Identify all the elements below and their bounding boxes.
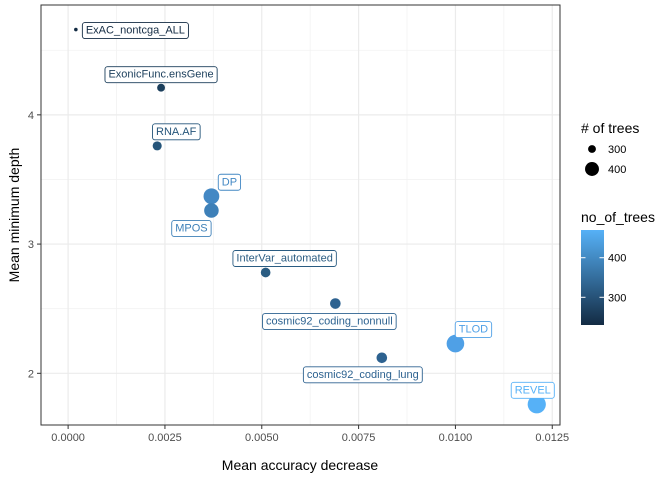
point-label-text: ExAC_nontcga_ALL: [86, 25, 185, 37]
point-label-box: [104, 66, 218, 84]
point-label-text: MPOS: [175, 222, 207, 234]
x-tick-label: 0.0075: [342, 432, 376, 444]
x-axis-title: Mean accuracy decrease: [222, 457, 379, 473]
point-label: REVEL: [510, 381, 555, 399]
data-point: [152, 141, 162, 151]
point-label-text: InterVar_automated: [236, 253, 332, 265]
point-label-text: DP: [222, 176, 237, 188]
size-legend-key: [585, 162, 599, 176]
x-tick-label: 0.0025: [148, 432, 182, 444]
colorbar: [581, 230, 604, 325]
x-tick-label: 0.0050: [245, 432, 279, 444]
point-label-box: [454, 321, 493, 339]
point-label: ExAC_nontcga_ALL: [81, 22, 189, 40]
color-legend: no_of_trees 400 300: [581, 209, 655, 325]
point-label: MPOS: [171, 220, 212, 237]
data-point: [74, 27, 78, 32]
point-label-text: TLOD: [459, 324, 488, 336]
point-label: TLOD: [454, 321, 493, 339]
size-legend: # of trees 300 400: [581, 120, 639, 176]
point-label: InterVar_automated: [232, 250, 337, 267]
point-label-box: [302, 366, 423, 384]
size-legend-label: 300: [608, 144, 626, 156]
point-label-box: [81, 22, 189, 40]
size-legend-label: 400: [608, 164, 626, 176]
point-label-box: [262, 313, 397, 330]
x-axis: 0.0000 0.0025 0.0050 0.0075 0.0100 0.0125: [51, 425, 569, 444]
data-point: [260, 267, 271, 278]
point-label-text: ExonicFunc.ensGene: [108, 69, 213, 81]
point-label-text: RNA.AF: [156, 126, 197, 138]
y-tick-label: 4: [28, 110, 34, 122]
point-label-box: [232, 250, 337, 267]
data-point: [527, 395, 546, 414]
point-labels: ExAC_nontcga_ALL ExonicFunc.ensGene RNA.AF…: [81, 22, 555, 399]
data-point: [157, 83, 165, 92]
major-grid: [41, 5, 560, 425]
data-point: [330, 298, 341, 309]
point-label-text: cosmic92_coding_nonnull: [266, 316, 393, 328]
y-tick-label: 3: [28, 239, 34, 251]
point-label: cosmic92_coding_nonnull: [262, 313, 397, 330]
point-label-text: cosmic92_coding_lung: [307, 369, 419, 381]
point-label-box: [510, 381, 555, 399]
point-label: DP: [217, 173, 242, 191]
size-legend-key: [588, 145, 596, 153]
data-point: [446, 334, 465, 353]
y-axis: 2 3 4: [28, 110, 41, 380]
data-point: [204, 203, 219, 218]
colorbar-tick-label: 300: [608, 292, 626, 304]
x-tick-label: 0.0000: [51, 432, 85, 444]
point-label-box: [152, 123, 201, 141]
size-legend-title: # of trees: [581, 120, 639, 136]
point-label: ExonicFunc.ensGene: [104, 66, 218, 84]
point-label: RNA.AF: [152, 123, 201, 141]
colorbar-tick-label: 400: [608, 253, 626, 265]
y-tick-label: 2: [28, 368, 34, 380]
y-axis-title: Mean minimum depth: [6, 148, 22, 283]
point-label-box: [217, 173, 242, 191]
point-label-box: [171, 220, 212, 237]
data-point: [203, 188, 220, 205]
data-point: [376, 352, 388, 364]
color-legend-title: no_of_trees: [581, 209, 655, 225]
x-tick-label: 0.0100: [439, 432, 473, 444]
data-points: [74, 27, 546, 414]
x-tick-label: 0.0125: [535, 432, 569, 444]
point-label: cosmic92_coding_lung: [302, 366, 423, 384]
panel-border: [40, 4, 561, 426]
point-label-text: REVEL: [515, 384, 551, 396]
